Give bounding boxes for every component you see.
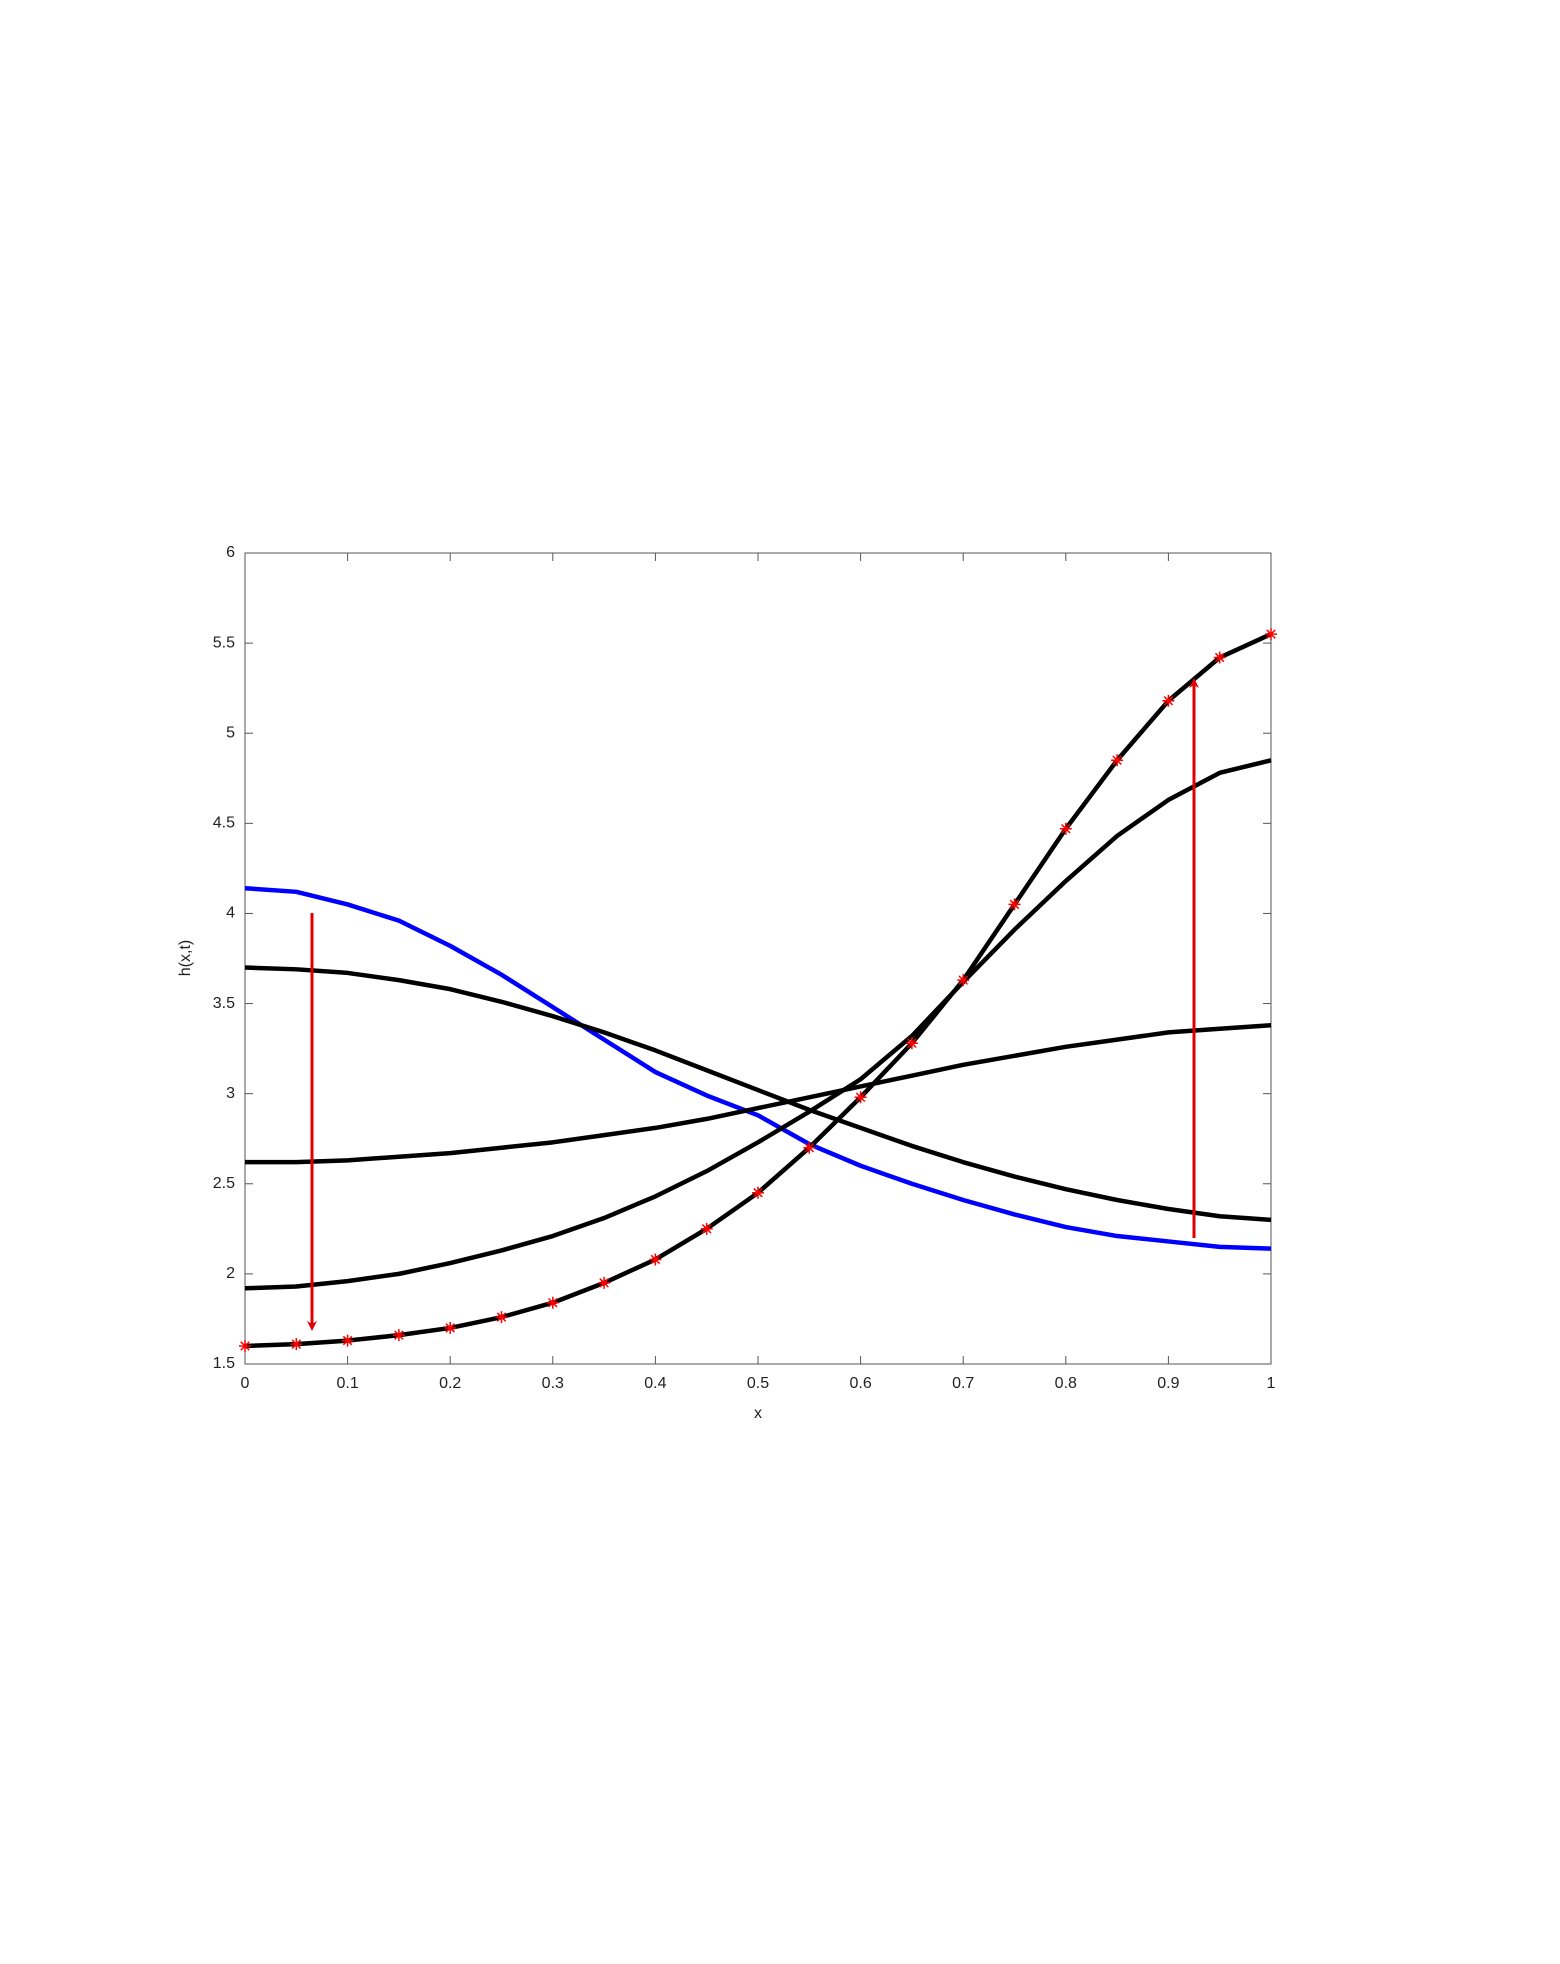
line-series [244, 965, 1272, 1223]
y-tick-label: 5 [226, 724, 235, 741]
star-marker [854, 1091, 867, 1104]
star-marker [1059, 822, 1072, 835]
x-tick-label: 0.1 [336, 1375, 358, 1392]
plot-area: 0 0.1 0.2 0.3 0.4 0.5 0.6 0.7 0.8 0.9 1 1.5 2 2.5 3 3.5… [213, 544, 1277, 1392]
y-tick-label: 6 [226, 544, 235, 561]
y-tick-label: 2.5 [213, 1175, 235, 1192]
x-axis-label: x [754, 1405, 762, 1422]
star-marker [957, 974, 970, 987]
star-marker [700, 1222, 713, 1235]
star-marker [1213, 651, 1226, 664]
x-tick-label: 0.2 [439, 1375, 461, 1392]
x-tick-label: 0.8 [1055, 1375, 1077, 1392]
star-marker [649, 1253, 662, 1266]
x-tick-label: 0 [241, 1375, 250, 1392]
x-tick-label: 0.7 [952, 1375, 974, 1392]
y-tick-label: 1.5 [213, 1355, 235, 1372]
x-tick-label: 0.9 [1157, 1375, 1179, 1392]
y-tick-label: 3 [226, 1085, 235, 1102]
x-tick-label: 1 [1267, 1375, 1276, 1392]
star-marker [905, 1037, 918, 1050]
line-series [245, 1022, 1272, 1165]
plot-frame [244, 552, 1272, 1365]
x-tick-label: 0.3 [542, 1375, 564, 1392]
star-marker [239, 1339, 251, 1352]
y-tick-label: 5.5 [213, 634, 235, 651]
star-marker [752, 1186, 764, 1199]
star-marker [546, 1296, 559, 1309]
y-tick-label: 3.5 [213, 995, 235, 1012]
star-marker [598, 1276, 611, 1289]
x-tick-label: 0.4 [644, 1375, 666, 1392]
star-marker [495, 1311, 508, 1324]
y-axis-label: h(x,t) [177, 940, 194, 976]
star-marker [1265, 628, 1277, 641]
line-series [244, 885, 1272, 1251]
x-tick-label: 0.5 [747, 1375, 769, 1392]
star-marker [803, 1141, 816, 1154]
star-marker [341, 1334, 354, 1347]
y-tick-label: 2 [226, 1265, 235, 1282]
y-tick-label: 4.5 [213, 815, 235, 832]
star-marker [1008, 898, 1021, 911]
x-tick-label: 0.6 [849, 1375, 871, 1392]
y-tick-label: 4 [226, 905, 235, 922]
line-series [244, 758, 1272, 1291]
star-marker [290, 1338, 303, 1351]
star-marker [1111, 754, 1124, 767]
star-marker [444, 1321, 457, 1334]
line-series [244, 632, 1272, 1349]
star-marker [1162, 694, 1175, 707]
star-marker [392, 1329, 405, 1342]
